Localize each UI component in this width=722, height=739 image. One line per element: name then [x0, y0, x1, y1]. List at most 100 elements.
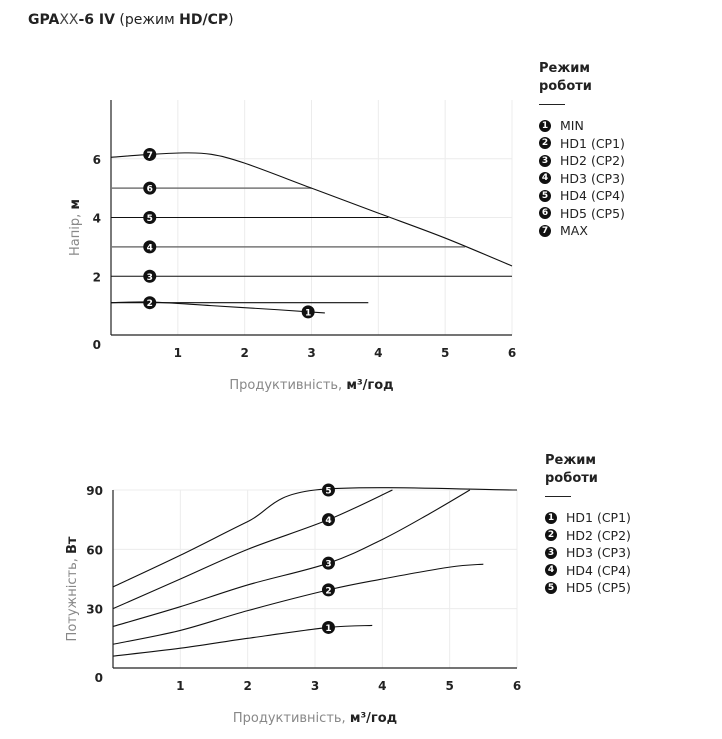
x-axis-label: Продуктивність, м³/год	[233, 711, 397, 726]
series-marker-label: 7	[147, 151, 153, 161]
legend-label: HD2 (CP2)	[560, 153, 625, 169]
legend-item: 1 MIN	[539, 117, 625, 135]
series-marker-label: 1	[325, 624, 331, 634]
series-line	[112, 487, 518, 588]
legend-label: HD5 (CP5)	[566, 580, 631, 596]
series-marker-label: 5	[325, 487, 331, 497]
series-marker-label: 6	[147, 185, 153, 195]
series-marker	[321, 583, 335, 597]
x-tick-label: 5	[445, 679, 453, 693]
series-marker-label: 4	[147, 243, 153, 253]
series-line	[110, 152, 513, 267]
y-tick-label: 30	[86, 603, 103, 617]
x-tick-label: 6	[508, 346, 516, 360]
title-close: )	[228, 12, 234, 28]
legend-item: 4 HD3 (CP3)	[539, 170, 625, 188]
legend-marker: 7	[539, 224, 551, 237]
series-marker	[143, 240, 157, 254]
legend-label: HD3 (CP3)	[560, 170, 625, 186]
x-tick-label: 1	[176, 679, 184, 693]
legend-item: 3 HD3 (CP3)	[545, 544, 631, 562]
title-mode: (режим	[114, 12, 180, 28]
y-tick-label: 6	[93, 153, 101, 167]
legend-item: 7 MAX	[539, 222, 625, 240]
legend-marker: 3	[539, 154, 551, 167]
series-marker	[143, 296, 157, 310]
y-tick-label: 4	[93, 212, 101, 226]
legend-label: HD4 (CP4)	[560, 188, 625, 204]
legend-marker: 2	[539, 137, 551, 150]
page-title: GPAXX-6 IV (режим HD/CP)	[28, 12, 234, 28]
series-line	[112, 624, 373, 657]
series-line	[112, 489, 393, 610]
series-marker	[321, 513, 335, 527]
legend-title-line1: Режим	[545, 453, 597, 468]
legend-item: 5 HD4 (CP4)	[539, 187, 625, 205]
legend-label: HD3 (CP3)	[566, 545, 631, 561]
legend-title-line2: роботи	[545, 471, 598, 486]
series-marker-label: 1	[305, 308, 311, 318]
legend-marker: 5	[545, 581, 557, 594]
y-axis-label: Напір, м	[68, 199, 83, 256]
legend-item: 4 HD4 (CP4)	[545, 562, 631, 580]
x-tick-label: 4	[378, 679, 386, 693]
legend-marker: 1	[545, 511, 557, 524]
series-marker	[143, 181, 157, 195]
legend-title-line1: Режим	[539, 61, 591, 76]
series-line	[112, 563, 484, 645]
x-tick-label: 2	[240, 346, 248, 360]
series-marker-label: 2	[325, 586, 331, 596]
legend-item: 2 HD2 (CP2)	[545, 527, 631, 545]
series-marker-label: 3	[147, 273, 153, 283]
legend-marker: 1	[539, 119, 551, 132]
series-marker-label: 2	[147, 299, 153, 309]
legend-marker: 2	[545, 529, 557, 542]
legend-divider	[545, 496, 571, 497]
legend-label: HD1 (CP1)	[560, 135, 625, 151]
series-marker	[143, 211, 157, 224]
legend-label: MIN	[560, 118, 584, 134]
series-marker-label: 5	[147, 214, 153, 224]
y-tick-label: 2	[93, 270, 101, 284]
title-mode-value: HD/CP	[179, 12, 229, 28]
legend-marker: 4	[539, 172, 551, 185]
legend-item: 5 HD5 (CP5)	[545, 579, 631, 597]
x-tick-label: 3	[311, 679, 319, 693]
series-line	[112, 489, 471, 627]
legend-item: 2 HD1 (CP1)	[539, 135, 625, 153]
title-xx: XX	[59, 12, 79, 28]
legend-item: 3 HD2 (CP2)	[539, 152, 625, 170]
x-tick-label: 1	[174, 346, 182, 360]
legend-title: Режим роботи	[545, 452, 631, 488]
legend-marker: 5	[539, 189, 551, 202]
legend-label: HD5 (CP5)	[560, 205, 625, 221]
legend-marker: 4	[545, 564, 557, 577]
legend-label: HD4 (CP4)	[566, 562, 631, 578]
title-suffix: -6 IV	[78, 12, 115, 28]
series-marker	[321, 620, 335, 634]
x-tick-label: 5	[441, 346, 449, 360]
y-tick-label: 0	[95, 671, 103, 685]
series-marker	[321, 556, 335, 570]
legend-divider	[539, 104, 565, 105]
legend-marker: 3	[545, 546, 557, 559]
y-tick-label: 0	[93, 338, 101, 352]
legend-item: 6 HD5 (CP5)	[539, 205, 625, 223]
legend-label: MAX	[560, 223, 588, 239]
legend-label: HD2 (CP2)	[566, 527, 631, 543]
series-marker	[143, 147, 157, 161]
x-axis-label: Продуктивність, м³/год	[229, 378, 393, 393]
series-marker-label: 4	[325, 516, 331, 526]
legend-title: Режим роботи	[539, 60, 625, 96]
series-marker	[321, 483, 335, 497]
legend-title-line2: роботи	[539, 79, 592, 94]
series-marker	[301, 305, 315, 319]
head-legend: Режим роботи 1 MIN 2 HD1 (CP1) 3 HD2 (CP2) 4 HD3 …	[539, 60, 625, 240]
y-axis-label: Потужність, Вт	[65, 536, 80, 641]
y-tick-label: 90	[86, 484, 103, 498]
legend-item: 1 HD1 (CP1)	[545, 509, 631, 527]
series-marker	[143, 269, 157, 283]
